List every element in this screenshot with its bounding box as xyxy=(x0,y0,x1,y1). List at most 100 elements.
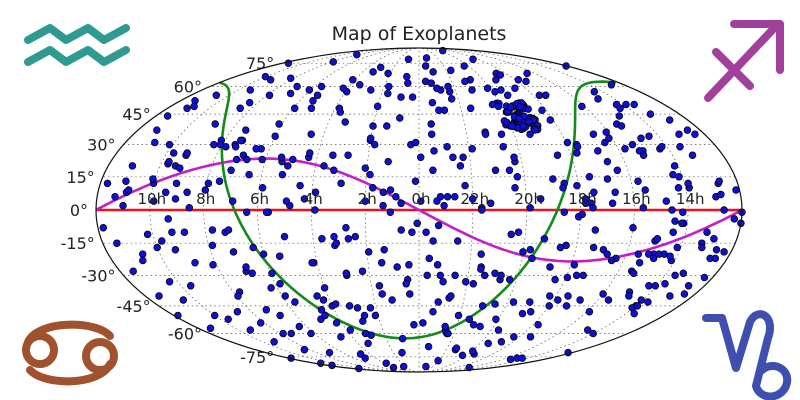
exoplanet-point xyxy=(138,250,147,258)
exoplanet-point xyxy=(573,142,582,151)
exoplanet-point xyxy=(246,326,255,334)
exoplanet-point xyxy=(210,140,218,149)
exoplanet-point xyxy=(676,142,684,151)
exoplanet-point xyxy=(313,292,321,300)
exoplanet-point xyxy=(366,304,375,312)
exoplanet-point xyxy=(645,282,653,290)
exoplanet-point xyxy=(128,162,137,170)
exoplanet-point xyxy=(505,275,514,284)
exoplanet-point xyxy=(460,62,468,70)
exoplanet-point xyxy=(183,104,191,113)
exoplanet-point xyxy=(397,199,405,208)
exoplanet-point xyxy=(282,197,291,205)
exoplanet-point xyxy=(163,112,172,120)
exoplanet-point xyxy=(318,235,326,243)
exoplanet-point xyxy=(433,197,441,205)
exoplanet-point xyxy=(560,208,569,216)
exoplanet-point xyxy=(353,304,362,312)
exoplanet-point xyxy=(234,292,242,300)
exoplanet-point xyxy=(528,254,536,263)
exoplanet-point xyxy=(440,201,448,210)
exoplanet-point xyxy=(655,250,663,258)
exoplanet-point xyxy=(522,77,530,86)
exoplanet-point xyxy=(212,91,221,100)
exoplanet-point xyxy=(564,292,572,300)
exoplanet-point xyxy=(164,215,172,223)
exoplanet-point xyxy=(641,186,649,194)
exoplanet-point xyxy=(478,302,487,310)
exoplanet-point xyxy=(248,269,256,278)
exoplanet-point xyxy=(730,215,739,223)
exoplanet-point xyxy=(621,145,629,153)
exoplanet-point xyxy=(364,339,372,348)
exoplanet-point xyxy=(526,245,535,254)
exoplanet-point xyxy=(468,86,476,94)
exoplanet-point xyxy=(339,84,348,92)
exoplanet-point xyxy=(589,204,597,212)
exoplanet-point xyxy=(611,188,619,197)
exoplanet-point xyxy=(666,252,674,260)
exoplanet-point xyxy=(603,157,612,166)
exoplanet-point xyxy=(526,204,534,212)
exoplanet-point xyxy=(397,93,405,101)
exoplanet-point xyxy=(469,55,477,64)
exoplanet-point xyxy=(280,232,289,241)
exoplanet-point xyxy=(356,81,364,89)
exoplanet-point xyxy=(603,175,612,183)
exoplanet-point xyxy=(190,102,198,111)
exoplanet-point xyxy=(622,100,630,109)
exoplanet-point xyxy=(361,164,370,172)
exoplanet-point xyxy=(242,208,251,216)
exoplanet-point xyxy=(508,122,516,130)
exoplanet-point xyxy=(417,197,425,205)
exoplanet-point xyxy=(535,91,544,100)
exoplanet-point xyxy=(275,252,284,260)
exoplanet-point xyxy=(396,114,404,122)
exoplanet-point xyxy=(635,258,644,267)
exoplanet-point xyxy=(369,68,377,76)
exoplanet-point xyxy=(447,292,455,300)
exoplanet-point xyxy=(546,292,554,300)
exoplanet-point xyxy=(497,86,505,94)
exoplanet-point xyxy=(439,277,447,286)
exoplanet-point xyxy=(408,93,417,101)
exoplanet-point xyxy=(559,184,567,192)
exoplanet-point xyxy=(546,263,554,271)
exoplanet-point xyxy=(629,223,637,232)
exoplanet-point xyxy=(579,271,587,280)
exoplanet-point xyxy=(165,157,173,166)
exoplanet-point xyxy=(429,237,437,245)
exoplanet-point xyxy=(399,362,408,371)
exoplanet-point xyxy=(320,284,329,292)
exoplanet-point xyxy=(514,76,523,84)
exoplanet-point xyxy=(675,130,683,138)
exoplanet-point xyxy=(122,177,130,185)
longitude-tick-label: 18h xyxy=(568,190,597,208)
exoplanet-point xyxy=(459,153,467,162)
exoplanet-point xyxy=(551,275,559,284)
exoplanet-point xyxy=(607,81,616,89)
exoplanet-point xyxy=(325,348,334,357)
exoplanet-point xyxy=(554,296,562,304)
exoplanet-point xyxy=(289,155,297,164)
exoplanet-point xyxy=(429,307,437,316)
exoplanet-point xyxy=(523,69,531,78)
exoplanet-point xyxy=(524,105,532,113)
exoplanet-point xyxy=(393,263,401,271)
exoplanet-point xyxy=(329,58,338,66)
exoplanet-point xyxy=(590,87,599,96)
exoplanet-point xyxy=(469,280,478,288)
exoplanet-point xyxy=(331,300,340,308)
exoplanet-point xyxy=(639,151,648,159)
exoplanet-point xyxy=(573,149,581,157)
exoplanet-point xyxy=(422,54,431,62)
exoplanet-point xyxy=(469,347,477,355)
exoplanet-point xyxy=(246,86,255,94)
exoplanet-point xyxy=(670,162,679,170)
exoplanet-point xyxy=(633,302,642,310)
exoplanet-point xyxy=(518,354,526,362)
exoplanet-point xyxy=(698,243,706,252)
exoplanet-point xyxy=(599,290,607,298)
exoplanet-point xyxy=(451,192,459,201)
exoplanet-point xyxy=(406,290,414,298)
